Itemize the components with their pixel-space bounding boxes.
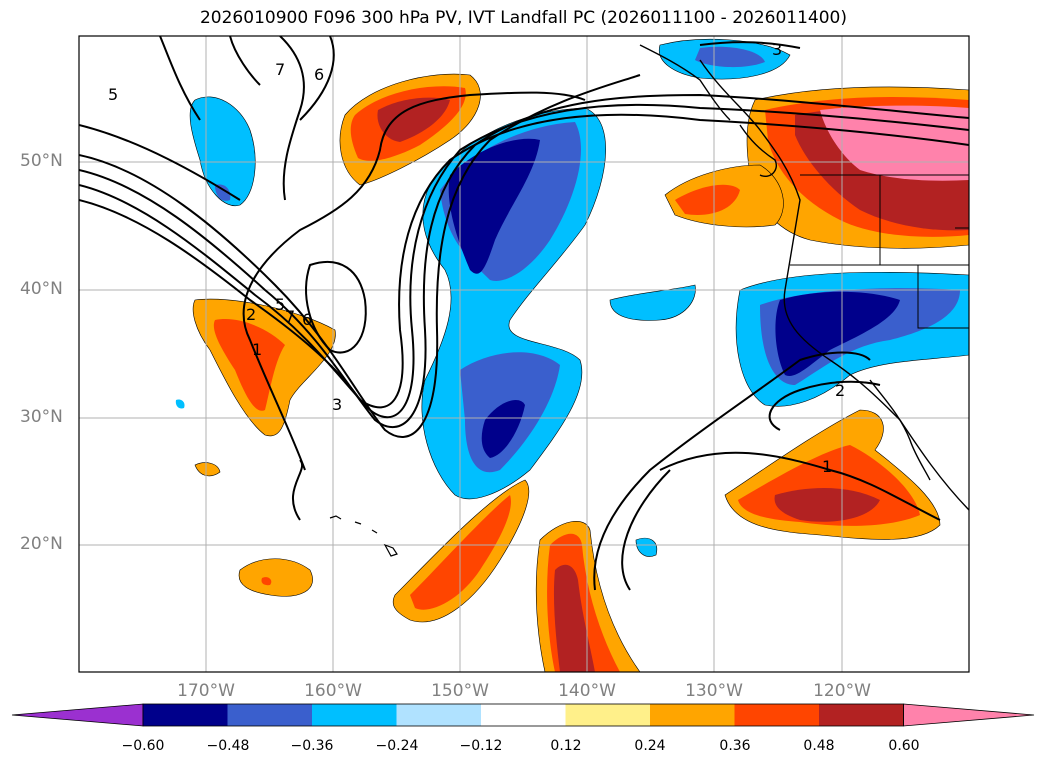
lon-label-170w: 170°W <box>177 681 235 701</box>
colorbar-tick: −0.36 <box>290 738 334 754</box>
colorbar-frame <box>142 703 904 727</box>
lon-label-150w: 150°W <box>431 681 489 701</box>
lat-label-30n: 30°N <box>20 407 63 427</box>
colorbar-extend-max <box>903 703 1035 727</box>
lat-label-50n: 50°N <box>20 151 63 171</box>
contour-label: 2 <box>835 381 845 400</box>
state-borders <box>790 174 969 329</box>
colorbar-segment <box>312 704 397 726</box>
colorbar-tick: 0.36 <box>719 738 751 754</box>
contour-label: 6 <box>302 310 312 329</box>
colorbar-segment <box>396 704 482 726</box>
negative-anomaly-fields <box>175 39 969 557</box>
colorbar-tick: 0.48 <box>803 738 835 754</box>
colorbar-segment <box>565 704 651 726</box>
colorbar-extend-min <box>11 703 144 727</box>
colorbar-segment <box>481 704 566 726</box>
colorbar-segment <box>734 704 820 726</box>
contour-label: 2 <box>246 305 256 324</box>
lon-label-160w: 160°W <box>304 681 362 701</box>
map-area: 5 7 6 3 5 7 6 2 1 3 2 1 <box>79 36 969 672</box>
lon-label-140w: 140°W <box>558 681 616 701</box>
lat-label-20n: 20°N <box>20 534 63 554</box>
colorbar-segment <box>650 704 735 726</box>
colorbar-tick: −0.60 <box>121 738 165 754</box>
contour-label: 5 <box>108 85 118 104</box>
contour-label: 7 <box>275 60 285 79</box>
colorbar-segment <box>227 704 313 726</box>
colorbar <box>11 703 1035 727</box>
lon-label-120w: 120°W <box>813 681 871 701</box>
contour-label: 5 <box>275 295 285 314</box>
contour-label: 3 <box>772 40 782 59</box>
colorbar-tick: −0.48 <box>206 738 250 754</box>
pv-contours <box>79 36 969 591</box>
colorbar-tick: 0.12 <box>550 738 582 754</box>
graticule <box>79 36 969 672</box>
map-frame <box>78 35 970 673</box>
contour-label: 1 <box>252 340 262 359</box>
colorbar-segment <box>819 704 904 726</box>
contour-label: 7 <box>285 307 295 326</box>
lon-label-130w: 130°W <box>685 681 743 701</box>
islands <box>329 515 398 557</box>
colorbar-segment <box>143 704 228 726</box>
lat-label-40n: 40°N <box>20 279 63 299</box>
colorbar-tick: 0.24 <box>634 738 666 754</box>
contour-label: 6 <box>314 65 324 84</box>
contour-label: 1 <box>822 457 832 476</box>
colorbar-tick: 0.60 <box>888 738 920 754</box>
map-title: 2026010900 F096 300 hPa PV, IVT Landfall… <box>199 8 847 28</box>
colorbar-tick: −0.24 <box>375 738 419 754</box>
contour-labels: 5 7 6 3 5 7 6 2 1 3 2 1 <box>108 40 845 476</box>
contour-label: 3 <box>332 395 342 414</box>
colorbar-tick: −0.12 <box>459 738 503 754</box>
